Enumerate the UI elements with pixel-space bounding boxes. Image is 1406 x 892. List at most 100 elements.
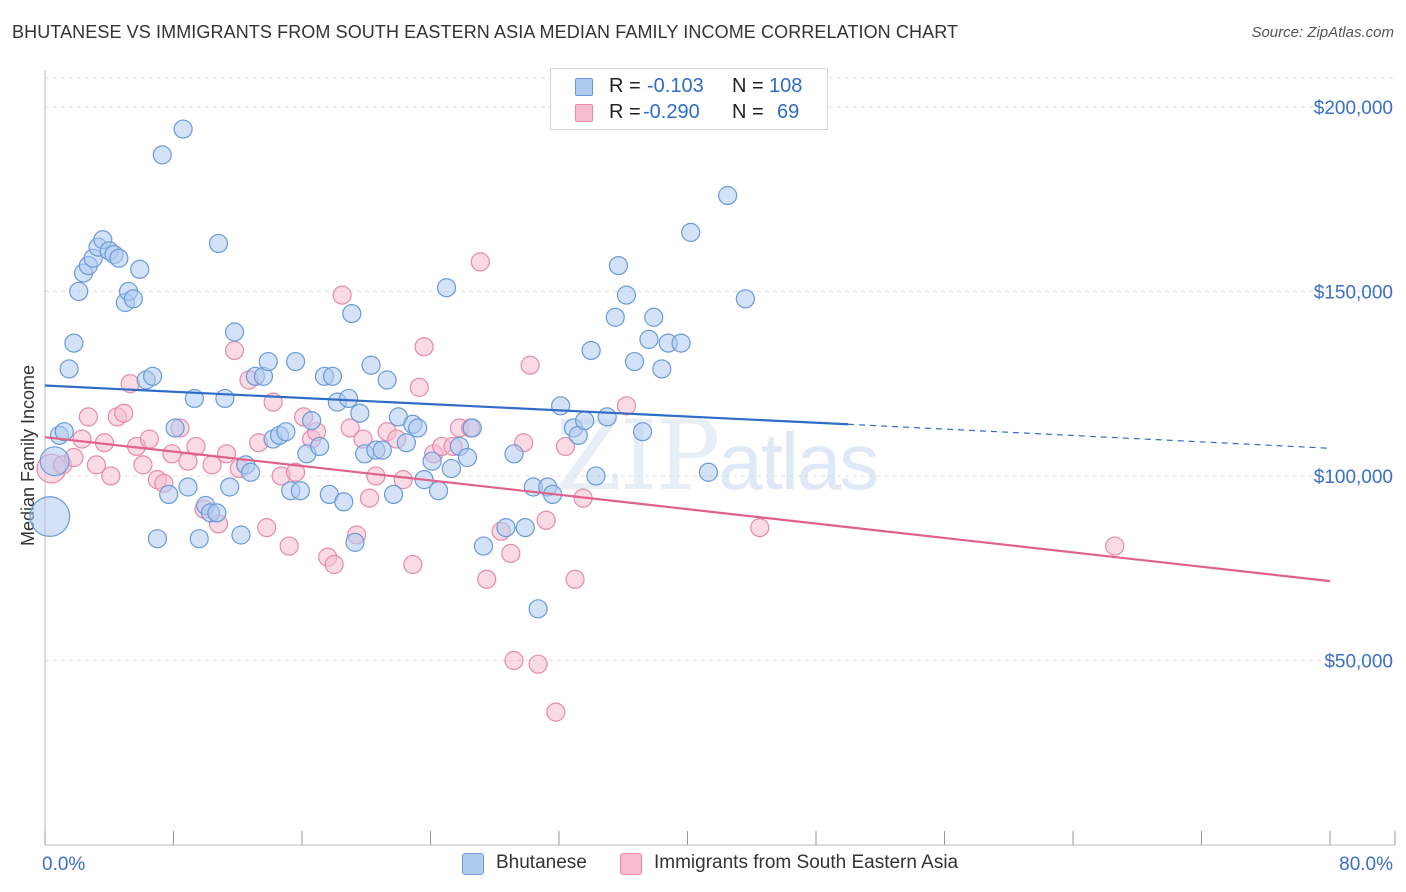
bhutanese-point bbox=[608, 255, 629, 276]
bhutanese-point bbox=[361, 355, 381, 375]
bhutanese-point bbox=[504, 444, 524, 464]
n-label: N = bbox=[732, 101, 764, 123]
bhutanese-point bbox=[109, 248, 129, 268]
bhutanese-point bbox=[130, 259, 150, 279]
bhutanese-point bbox=[207, 503, 227, 523]
bhutanese-point bbox=[224, 322, 245, 342]
bhutanese-point bbox=[496, 518, 516, 538]
bhutanese-point bbox=[597, 407, 617, 427]
r-label: R = bbox=[609, 101, 641, 123]
bhutanese-point bbox=[276, 422, 296, 442]
immigrants-point bbox=[565, 569, 585, 589]
bhutanese-point bbox=[422, 451, 442, 471]
bhutanese-point bbox=[605, 307, 625, 327]
immigrants-point bbox=[186, 436, 206, 457]
immigrants-point bbox=[504, 650, 524, 671]
bhutanese-point bbox=[290, 481, 310, 501]
bhutanese-point bbox=[350, 403, 370, 423]
bhutanese-swatch bbox=[575, 78, 593, 96]
immigrants-point bbox=[393, 470, 413, 490]
bhutanese-point bbox=[671, 333, 691, 353]
bhutanese-point bbox=[54, 422, 74, 442]
immigrants-point bbox=[555, 436, 576, 457]
y-axis-title: Median Family Income bbox=[18, 365, 38, 546]
source-label: Source: ZipAtlas.com bbox=[1251, 24, 1394, 41]
immigrants-point bbox=[78, 407, 98, 427]
immigrants-point bbox=[520, 355, 540, 375]
bhutanese-point bbox=[143, 366, 163, 386]
bhutanese-point bbox=[59, 359, 79, 379]
bhutanese-point bbox=[208, 233, 229, 254]
bhutanese-point bbox=[528, 599, 548, 619]
bhutanese-point bbox=[624, 351, 645, 372]
bhutanese-point bbox=[338, 388, 359, 409]
immigrants-point bbox=[546, 702, 566, 722]
bhutanese-point bbox=[69, 281, 89, 302]
immigrants-point bbox=[536, 510, 556, 530]
stats-legend: R = -0.103 N = 108 R = -0.290 N = 69 bbox=[550, 68, 828, 130]
immigrants-point bbox=[216, 444, 237, 464]
legend-label-immigrants: Immigrants from South Eastern Asia bbox=[654, 852, 959, 873]
immigrants-point bbox=[359, 488, 380, 508]
bhutanese-point bbox=[152, 145, 172, 165]
bhutanese-point bbox=[178, 477, 198, 497]
bhutanese-point bbox=[258, 351, 278, 372]
bhutanese-point bbox=[377, 370, 397, 390]
bhutanese-point bbox=[147, 529, 168, 549]
bhutanese-point bbox=[322, 366, 343, 386]
chart-title: BHUTANESE VS IMMIGRANTS FROM SOUTH EASTE… bbox=[12, 22, 959, 42]
immigrants-point bbox=[340, 418, 360, 438]
immigrants-trend-line bbox=[44, 436, 1331, 583]
immigrants-point bbox=[257, 518, 277, 538]
bhutanese-point bbox=[334, 492, 354, 512]
series-bhutanese bbox=[29, 119, 755, 619]
immigrants-point bbox=[133, 455, 153, 475]
bhutanese-point bbox=[698, 462, 718, 482]
n-value: 108 bbox=[769, 75, 803, 97]
legend-label-bhutanese: Bhutanese bbox=[496, 852, 587, 873]
bhutanese-point bbox=[735, 289, 755, 309]
immigrants-point bbox=[528, 654, 548, 674]
immigrants-point bbox=[72, 429, 92, 449]
immigrants-point bbox=[414, 337, 434, 357]
immigrants-point bbox=[409, 377, 429, 397]
bhutanese-point bbox=[457, 447, 478, 468]
bhutanese-point bbox=[189, 529, 209, 549]
y-tick-label: $200,000 bbox=[1314, 98, 1393, 119]
immigrants-legend-swatch bbox=[620, 853, 642, 875]
r-value: -0.103 bbox=[647, 75, 704, 97]
bhutanese-point bbox=[285, 351, 306, 372]
immigrants-point bbox=[470, 252, 490, 272]
bhutanese-point bbox=[345, 532, 365, 552]
immigrants-point bbox=[324, 554, 344, 575]
immigrants-point bbox=[285, 462, 306, 482]
bhutanese-point bbox=[428, 481, 449, 501]
r-label: R = bbox=[609, 75, 641, 97]
bhutanese-point bbox=[159, 484, 179, 505]
bhutanese-point bbox=[215, 388, 235, 409]
immigrants-point bbox=[403, 554, 423, 575]
series-legend: Bhutanese Immigrants from South Eastern … bbox=[0, 850, 1406, 880]
r-value: -0.290 bbox=[643, 101, 700, 123]
bhutanese-point bbox=[302, 410, 322, 431]
x-tick-label: 80.0% bbox=[1339, 854, 1393, 875]
bhutanese-point bbox=[383, 484, 404, 505]
immigrants-point bbox=[162, 444, 182, 464]
bhutanese-point bbox=[165, 418, 185, 438]
immigrants-point bbox=[279, 536, 299, 556]
immigrants-point bbox=[501, 543, 521, 564]
bhutanese-point bbox=[718, 185, 738, 206]
bhutanese-point bbox=[220, 477, 240, 497]
bhutanese-point bbox=[123, 289, 143, 309]
bhutanese-point bbox=[396, 433, 417, 453]
bhutanese-point bbox=[644, 307, 664, 327]
immigrants-point bbox=[477, 569, 497, 589]
bhutanese-point bbox=[408, 418, 428, 438]
immigrants-swatch bbox=[575, 104, 593, 122]
bhutanese-point bbox=[632, 422, 653, 442]
immigrants-point bbox=[332, 285, 352, 305]
bhutanese-point bbox=[39, 446, 70, 477]
immigrants-point bbox=[114, 403, 134, 423]
bhutanese-point bbox=[581, 340, 601, 361]
